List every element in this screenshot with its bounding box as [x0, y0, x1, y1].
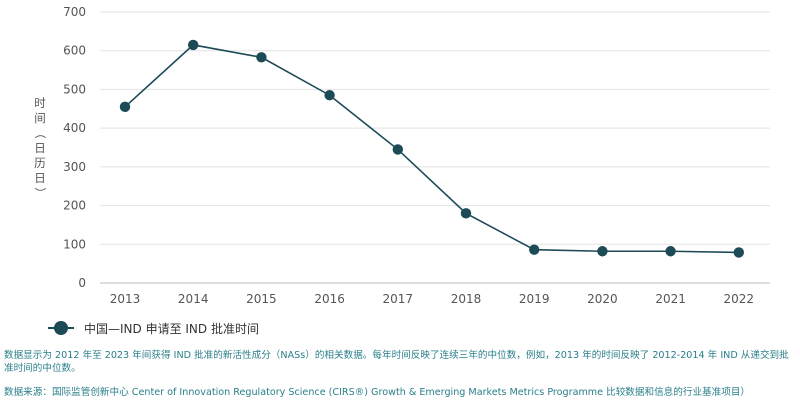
series-line [124, 44, 739, 254]
x-tick-label: 2020 [587, 292, 618, 306]
y-tick-label: 100 [63, 237, 86, 251]
data-point [460, 208, 472, 219]
y-tick-label: 0 [78, 276, 86, 290]
y-axis-label-char: 时 [34, 96, 46, 110]
x-tick-label: 2015 [246, 292, 277, 306]
legend-label: 中国—IND 申请至 IND 批准时间 [84, 321, 259, 336]
data-point [733, 247, 744, 258]
x-tick-label: 2021 [655, 292, 686, 306]
x-tick-label: 2019 [519, 292, 550, 306]
y-axis-ticks: 0 100 200 300 400 500 600 700 [63, 5, 86, 290]
y-axis-label: 时间 （ 日历日 ） [33, 96, 47, 199]
y-tick-label: 700 [63, 5, 86, 19]
x-tick-label: 2017 [383, 292, 414, 306]
x-axis-ticks: 2013 2014 2015 2016 2017 2018 2019 2020 2021 2022 [110, 292, 754, 306]
y-axis-label-char: 日 [34, 171, 46, 185]
x-tick-label: 2022 [724, 292, 755, 306]
data-point [256, 52, 267, 63]
data-point [119, 101, 131, 113]
y-axis-label-char: 间 [34, 111, 46, 125]
y-axis-label-char: 历 [34, 156, 46, 170]
footnote-source: 数据来源：国际监管创新中心 Center of Innovation Regul… [4, 387, 751, 398]
y-axis-label-char: ） [33, 187, 47, 199]
x-tick-label: 2014 [178, 292, 209, 306]
legend-marker-icon [48, 321, 74, 335]
data-point [392, 144, 403, 155]
footnote-note: 数据显示为 2012 年至 2023 年间获得 IND 批准的新活性成分（NAS… [4, 350, 789, 374]
data-point [597, 246, 608, 257]
data-point [324, 90, 335, 101]
series-layer [119, 39, 744, 258]
y-axis-label-char: （ [33, 127, 47, 139]
x-tick-label: 2018 [451, 292, 482, 306]
data-point [529, 244, 540, 255]
data-point [665, 246, 676, 257]
grid-lines [100, 11, 770, 284]
data-point [188, 39, 199, 51]
y-tick-label: 400 [63, 121, 86, 135]
y-tick-label: 300 [63, 160, 86, 174]
y-tick-label: 600 [63, 44, 86, 58]
y-tick-label: 200 [63, 199, 86, 213]
legend: 中国—IND 申请至 IND 批准时间 [48, 319, 259, 337]
x-tick-label: 2016 [314, 292, 345, 306]
x-tick-label: 2013 [110, 292, 141, 306]
y-axis-label-char: 日 [34, 141, 46, 155]
y-tick-label: 500 [63, 82, 86, 96]
